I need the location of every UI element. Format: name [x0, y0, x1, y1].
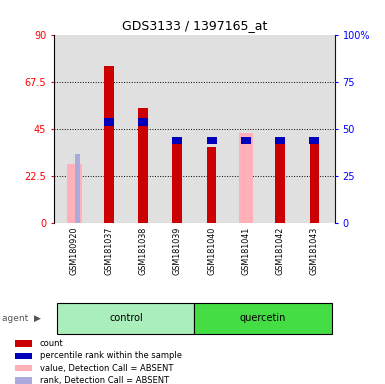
- Text: GSM181041: GSM181041: [241, 227, 250, 275]
- Text: rank, Detection Call = ABSENT: rank, Detection Call = ABSENT: [40, 376, 169, 384]
- Text: GSM181038: GSM181038: [139, 227, 147, 275]
- Text: GSM181043: GSM181043: [310, 227, 319, 275]
- Text: percentile rank within the sample: percentile rank within the sample: [40, 351, 182, 360]
- Bar: [275, 137, 285, 144]
- Text: value, Detection Call = ABSENT: value, Detection Call = ABSENT: [40, 364, 173, 372]
- Bar: [15, 340, 32, 346]
- Bar: [75, 154, 80, 223]
- Text: GSM181037: GSM181037: [104, 227, 113, 275]
- Bar: [239, 133, 253, 223]
- Text: control: control: [109, 313, 143, 323]
- Text: GSM181039: GSM181039: [173, 227, 182, 275]
- Bar: [275, 139, 285, 223]
- Text: count: count: [40, 339, 63, 348]
- Title: GDS3133 / 1397165_at: GDS3133 / 1397165_at: [122, 19, 267, 32]
- Text: GSM181042: GSM181042: [276, 227, 285, 275]
- Text: GSM181040: GSM181040: [207, 227, 216, 275]
- Bar: [172, 137, 182, 144]
- Bar: [67, 164, 82, 223]
- Bar: [207, 147, 216, 223]
- Text: agent  ▶: agent ▶: [2, 314, 41, 323]
- Bar: [15, 353, 32, 359]
- Bar: [310, 139, 319, 223]
- Bar: [241, 137, 251, 144]
- Text: GSM180920: GSM180920: [70, 227, 79, 275]
- Bar: [172, 139, 182, 223]
- Bar: [104, 66, 114, 223]
- Bar: [15, 377, 32, 384]
- Bar: [206, 137, 217, 144]
- Bar: [57, 303, 194, 334]
- Bar: [104, 118, 114, 126]
- Bar: [309, 137, 320, 144]
- Bar: [138, 108, 148, 223]
- Bar: [194, 303, 331, 334]
- Bar: [15, 365, 32, 371]
- Bar: [138, 118, 148, 126]
- Text: quercetin: quercetin: [240, 313, 286, 323]
